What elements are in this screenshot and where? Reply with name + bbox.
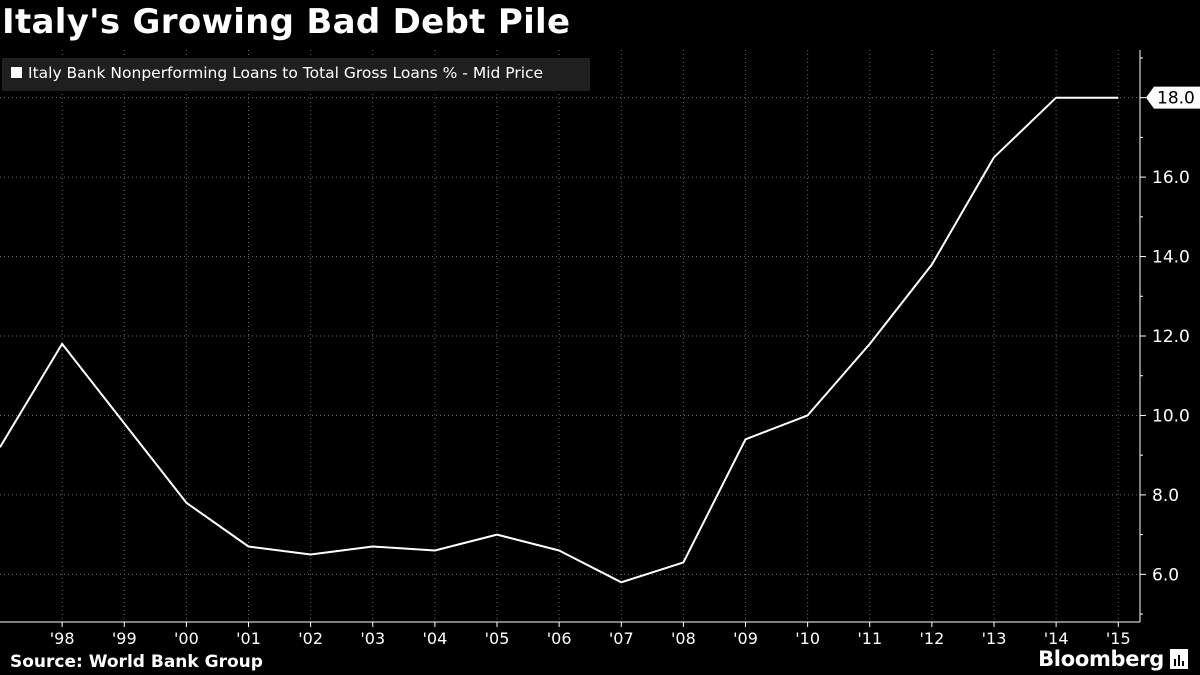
x-tick-label: '09 [733,629,758,648]
legend-swatch [11,67,22,78]
x-tick-label: '05 [485,629,510,648]
last-value-flag [1146,86,1200,109]
y-tick-labels: 6.0 8.0 10.0 12.0 14.0 16.0 18.0 [1146,86,1200,585]
x-tick-labels: '98 '99 '00 '01 '02 '03 '04 '05 '06 '07 '08 '09 '10 '… [50,629,1131,648]
x-tick-label: '06 [547,629,572,648]
x-tick-label: '00 [174,629,199,648]
legend-label: Italy Bank Nonperforming Loans to Total … [28,64,543,82]
x-tick-label: '11 [857,629,882,648]
x-tick-label: '99 [112,629,137,648]
legend-background [2,58,590,91]
x-tick-label: '04 [422,629,447,648]
series-layer [0,96,1119,584]
x-tick-label: '12 [919,629,944,648]
y-tick-label: 6.0 [1152,565,1179,585]
brand-logo: Bloomberg [1038,647,1188,671]
x-tick-label: '07 [609,629,634,648]
x-tick-label: '10 [795,629,820,648]
x-tick-label: '01 [236,629,261,648]
legend: Italy Bank Nonperforming Loans to Total … [2,58,590,91]
y-tick-label: 12.0 [1152,327,1190,347]
y-tick-label: 16.0 [1152,168,1190,188]
y-tick-label: 10.0 [1152,406,1190,426]
y-tick-label: 8.0 [1152,486,1179,506]
x-tick-label: '02 [298,629,323,648]
axes [0,50,1146,627]
x-tick-label: '08 [671,629,696,648]
x-tick-label: '13 [982,629,1007,648]
series-line [0,96,1119,584]
bar-chart-icon [1170,649,1188,669]
y-tick-label: 14.0 [1152,248,1190,268]
x-tick-label: '03 [360,629,385,648]
grid-lines [0,50,1140,622]
last-value-label: 18.0 [1157,89,1195,109]
x-tick-label: '15 [1106,629,1131,648]
x-tick-label: '98 [50,629,75,648]
source-note: Source: World Bank Group [10,652,263,672]
chart-title: Italy's Growing Bad Debt Pile [2,2,571,42]
brand-name: Bloomberg [1038,647,1164,671]
x-tick-label: '14 [1044,629,1069,648]
